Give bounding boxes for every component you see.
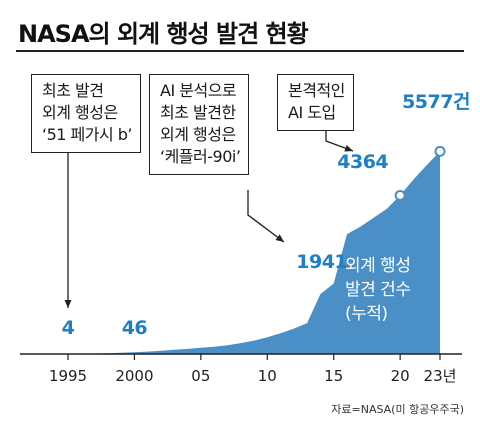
x-tick-label: 23년	[424, 367, 457, 385]
area-legend-label: 발견 건수	[345, 280, 410, 300]
callout-line: 최초 발견한	[160, 103, 236, 122]
area-legend-label: 외계 행성	[345, 256, 410, 276]
data-label: 46	[122, 317, 148, 339]
callout-line: AI 분석으로	[160, 81, 237, 100]
data-label: 4	[62, 317, 75, 339]
x-tick-label: 2000	[115, 367, 153, 385]
callout-first-discovery: 최초 발견 외계 행성은 ‘51 페가시 b’	[31, 74, 142, 153]
callout-line: 외계 행성은	[160, 125, 236, 144]
callout-2020-arrow	[325, 129, 354, 152]
callout-line: ‘51 페가시 b’	[42, 125, 133, 144]
title-rule	[16, 50, 464, 52]
area-series	[68, 151, 440, 354]
data-label: 1941	[296, 251, 347, 273]
callout-ai-first-discovery: AI 분석으로 최초 발견한 외계 행성은 ‘케플러-90i’	[149, 74, 250, 175]
callout-2015-arrow-head	[275, 234, 284, 242]
source-note: 자료=NASA(미 항공우주국)	[331, 403, 464, 416]
callout-2020-arrow-head	[344, 144, 353, 152]
callout-line: 본격적인	[288, 81, 345, 100]
area-legend-label: (누적)	[345, 304, 388, 324]
data-point-marker	[394, 189, 406, 201]
x-tick-label: 20	[391, 367, 410, 385]
x-tick-label: 05	[191, 367, 210, 385]
chart-title: NASA의 외계 행성 발견 현황	[18, 20, 309, 48]
data-label: 4364	[337, 151, 388, 173]
callout-2015-arrow	[247, 190, 285, 243]
callout-line: AI 도입	[288, 103, 336, 122]
data-point-marker	[434, 145, 446, 157]
callout-1995-arrow-head	[64, 300, 72, 308]
callout-line: 외계 행성은	[42, 103, 118, 122]
x-tick-label: 15	[324, 367, 343, 385]
callout-ai-adoption: 본격적인 AI 도입	[277, 74, 354, 131]
x-tick-label: 1995	[49, 367, 87, 385]
data-label: 5577건	[402, 91, 470, 113]
callout-line: ‘케플러-90i’	[160, 147, 241, 166]
x-tick-label: 10	[258, 367, 277, 385]
callout-line: 최초 발견	[42, 81, 104, 100]
